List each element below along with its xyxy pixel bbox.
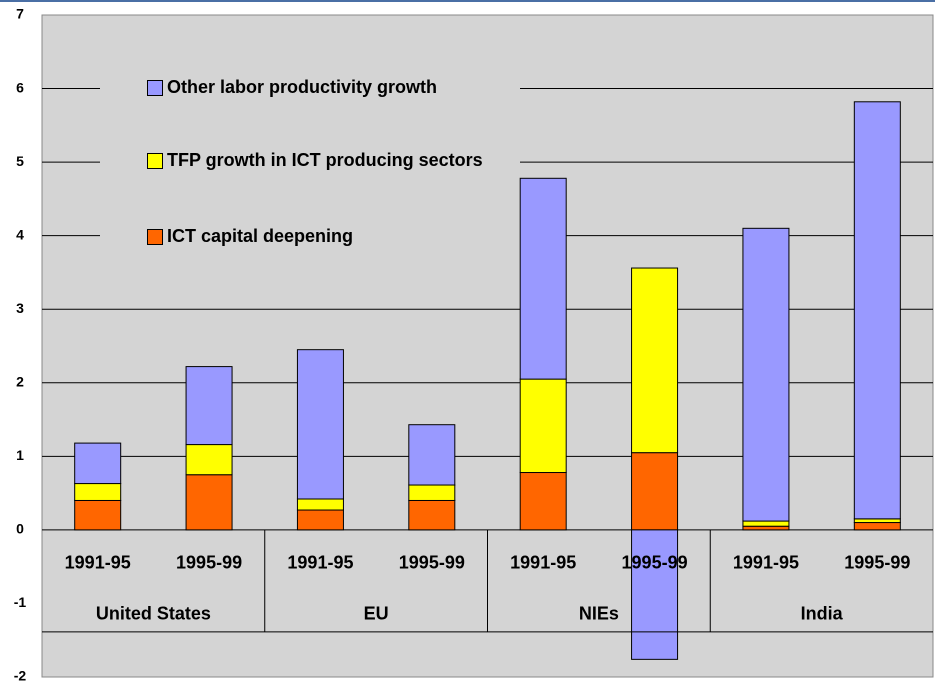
y-tick-label: 0: [16, 521, 24, 537]
bar-segment: [631, 267, 679, 454]
bar-segment: [742, 227, 790, 522]
bar-segment: [742, 525, 790, 531]
bar-segment: [296, 509, 344, 531]
bar-segment: [74, 483, 122, 501]
x-tick-label: 1991-95: [510, 553, 576, 573]
y-tick-label: -1: [14, 594, 27, 610]
bar-segment: [296, 498, 344, 511]
legend-swatch: [147, 80, 163, 96]
y-tick-label: 6: [16, 79, 24, 95]
bar-segment: [408, 484, 456, 501]
bar-segment: [519, 177, 567, 380]
legend-label: TFP growth in ICT producing sectors: [167, 150, 483, 170]
legend-label: Other labor productivity growth: [167, 77, 438, 97]
x-tick-label: 1991-95: [287, 553, 353, 573]
bar-segment: [185, 474, 233, 531]
group-label: NIEs: [579, 604, 619, 624]
x-tick-label: 1995-99: [399, 553, 465, 573]
y-tick-label: 3: [16, 300, 24, 316]
y-tick-label: 2: [16, 373, 24, 389]
legend-swatch: [147, 229, 163, 245]
bar-segment: [853, 522, 901, 531]
bar-segment: [631, 452, 679, 531]
bar-segment: [742, 520, 790, 527]
y-tick-label: 4: [16, 226, 24, 242]
y-tick-label: -2: [14, 668, 27, 683]
group-label: India: [801, 604, 844, 624]
bar-segment: [74, 442, 122, 485]
bar-segment: [519, 472, 567, 531]
bar-segment: [185, 366, 233, 446]
bar-segment: [631, 529, 679, 660]
legend-item: Other labor productivity growth: [147, 75, 507, 100]
x-tick-label: 1995-99: [176, 553, 242, 573]
group-label: EU: [364, 604, 389, 624]
bar-segment: [408, 424, 456, 486]
y-tick-label: 5: [16, 153, 24, 169]
legend-swatch: [147, 153, 163, 169]
bar-segment: [185, 444, 233, 476]
legend-item: TFP growth in ICT producing sectors: [147, 148, 507, 173]
legend-background: [100, 60, 520, 255]
x-tick-label: 1995-99: [622, 553, 688, 573]
x-tick-label: 1991-95: [733, 553, 799, 573]
bar-segment: [296, 349, 344, 500]
legend-item: ICT capital deepening: [147, 224, 507, 249]
x-tick-label: 1991-95: [65, 553, 131, 573]
bar-segment: [74, 499, 122, 531]
group-label: United States: [96, 604, 211, 624]
legend-label: ICT capital deepening: [167, 226, 354, 246]
bar-segment: [519, 378, 567, 474]
x-tick-label: 1995-99: [844, 553, 910, 573]
bar-segment: [853, 101, 901, 520]
y-tick-label: 1: [16, 447, 24, 463]
bar-segment: [853, 518, 901, 524]
y-tick-label: 7: [16, 6, 24, 22]
bar-segment: [408, 499, 456, 531]
